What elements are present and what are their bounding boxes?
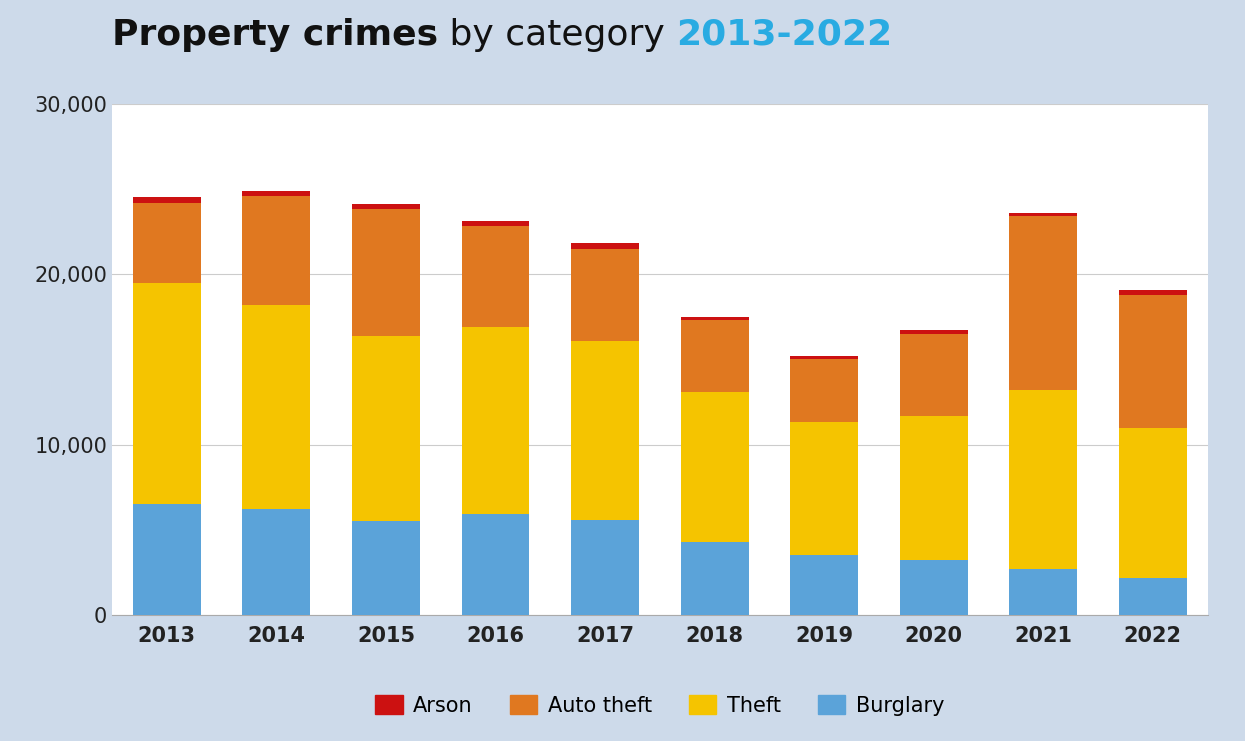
Bar	[681, 542, 748, 615]
Bar	[900, 560, 967, 615]
Bar	[243, 509, 310, 615]
Bar	[462, 514, 529, 615]
Bar	[462, 327, 529, 514]
Bar	[133, 202, 200, 282]
Bar	[571, 244, 639, 249]
Bar	[791, 359, 858, 422]
Bar	[1010, 216, 1077, 390]
Bar	[1010, 390, 1077, 569]
Bar	[352, 205, 420, 210]
Text: Property crimes: Property crimes	[112, 18, 438, 52]
Bar	[352, 336, 420, 522]
Bar	[352, 210, 420, 336]
Bar	[900, 333, 967, 416]
Bar	[900, 330, 967, 333]
Bar	[352, 522, 420, 615]
Bar	[243, 196, 310, 305]
Bar	[1119, 295, 1186, 428]
Bar	[1010, 213, 1077, 216]
Bar	[571, 341, 639, 519]
Bar	[571, 519, 639, 615]
Bar	[791, 422, 858, 556]
Bar	[681, 392, 748, 542]
Legend: Arson, Auto theft, Theft, Burglary: Arson, Auto theft, Theft, Burglary	[367, 687, 952, 724]
Bar	[462, 227, 529, 327]
Bar	[681, 320, 748, 392]
Bar	[1119, 290, 1186, 295]
Bar	[1119, 428, 1186, 577]
Bar	[243, 305, 310, 509]
Bar	[791, 556, 858, 615]
Bar	[1119, 577, 1186, 615]
Bar	[571, 249, 639, 341]
Text: by category: by category	[438, 18, 676, 52]
Bar	[900, 416, 967, 560]
Bar	[681, 317, 748, 320]
Bar	[243, 190, 310, 196]
Bar	[133, 504, 200, 615]
Text: 2013-2022: 2013-2022	[676, 18, 893, 52]
Bar	[133, 198, 200, 202]
Bar	[791, 356, 858, 359]
Bar	[1010, 569, 1077, 615]
Bar	[462, 222, 529, 227]
Bar	[133, 283, 200, 504]
